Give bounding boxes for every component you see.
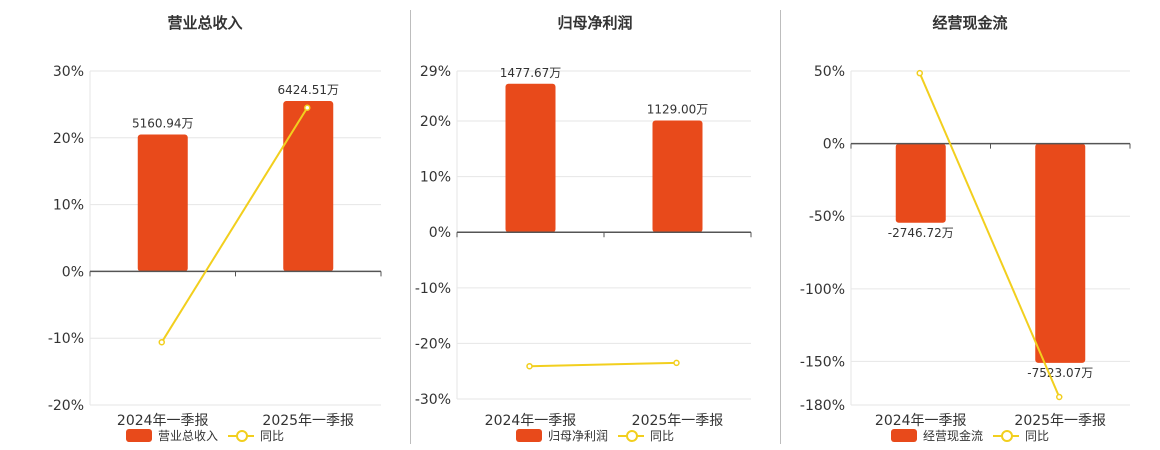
legend-label: 营业总收入 [157,429,218,443]
x-tick-label: 2025年一季报 [632,413,724,429]
y-tick-label: -50% [809,209,845,225]
y-tick-label: 10% [53,198,84,214]
line-series [160,107,309,343]
y-tick-label: 50% [814,64,845,80]
bar-value-label: -7523.07万 [1027,366,1093,380]
chart-title: 经营现金流 [932,14,1008,32]
line-point [673,359,680,367]
legend[interactable]: 经营现金流 同比 [780,427,1160,444]
y-tick-label: -150% [800,354,845,370]
line-point [526,362,533,370]
legend-item-line[interactable]: 同比 [618,427,674,444]
line-point [304,104,311,111]
legend-item-line[interactable]: 同比 [993,427,1049,444]
y-tick-label: 20% [53,131,84,147]
legend-line-swatch-icon [228,429,254,442]
panel-divider [780,10,781,444]
chart-svg: 50% 0% -50% -100% -150% -180% -2746.72万 -7523.0… [800,64,1131,429]
x-tick-label: 2024年一季报 [875,413,967,429]
legend-label: 同比 [650,429,675,443]
y-tick-label: 20% [420,114,451,130]
bar [1035,143,1086,363]
y-tick-label: -30% [415,392,451,408]
chart-panel-net-profit: 归母净利润 29% 20% 10% 0% -10% -20% -30% 1477.67万 112… [410,0,780,450]
line-point [916,69,923,77]
line-point [158,338,165,346]
legend-item-line[interactable]: 同比 [228,427,284,444]
legend-label: 同比 [260,429,285,443]
y-tick-label: 0% [823,137,845,153]
x-tick-label: 2025年一季报 [262,413,354,429]
bar-value-label: 1477.67万 [500,66,562,80]
legend-label: 经营现金流 [922,429,983,443]
y-tick-label: -20% [48,398,84,414]
y-tick-label: -10% [48,331,84,347]
y-tick-label: 0% [62,264,84,280]
line-series [529,361,677,368]
bar [652,120,703,233]
legend-line-swatch-icon [618,429,644,442]
legend-item-bar[interactable]: 归母净利润 [515,427,608,444]
bar [283,101,334,272]
panel-divider [410,10,411,444]
y-tick-label: 0% [429,225,451,241]
chart-title: 归母净利润 [557,14,633,32]
chart-panel-cash-flow: 经营现金流 50% 0% -50% -100% -150% -180% -2746.72万 -… [780,0,1160,450]
legend-item-bar[interactable]: 营业总收入 [125,427,218,444]
y-tick-label: -100% [800,282,845,298]
legend-label: 同比 [1025,429,1050,443]
legend-line-swatch-icon [993,429,1019,442]
legend-bar-swatch-icon [515,429,542,442]
bar-value-label: 6424.51万 [277,83,339,97]
legend-bar-swatch-icon [890,429,917,442]
bar [137,134,188,272]
y-tick-label: 30% [53,64,84,80]
bar-value-label: -2746.72万 [888,226,954,240]
bar-value-label: 1129.00万 [647,102,709,116]
y-tick-label: -180% [800,398,845,414]
x-tick-label: 2024年一季报 [485,413,577,429]
x-tick-label: 2024年一季报 [117,413,209,429]
bar [895,143,946,223]
y-tick-label: 29% [420,64,451,80]
line-point [1056,393,1063,401]
legend[interactable]: 营业总收入 同比 [0,427,410,444]
legend-bar-swatch-icon [125,429,152,442]
chart-title: 营业总收入 [167,14,243,32]
y-tick-label: -20% [415,336,451,352]
y-tick-label: 10% [420,170,451,186]
chart-panel-revenue: 营业总收入 30% 20% 10% 0% -10% -20% 5160.94万 6424.51… [0,0,410,450]
chart-svg: 29% 20% 10% 0% -10% -20% -30% 1477.67万 1129.00万 2… [415,64,752,429]
legend-label: 归母净利润 [547,429,608,443]
line-series [918,72,1061,398]
legend[interactable]: 归母净利润 同比 [410,427,780,444]
chart-svg: 30% 20% 10% 0% -10% -20% 5160.94万 6424.51万 2024年… [48,64,382,429]
bar [505,83,556,233]
y-tick-label: -10% [415,281,451,297]
x-tick-label: 2025年一季报 [1014,413,1106,429]
legend-item-bar[interactable]: 经营现金流 [890,427,983,444]
bar-value-label: 5160.94万 [132,116,194,130]
